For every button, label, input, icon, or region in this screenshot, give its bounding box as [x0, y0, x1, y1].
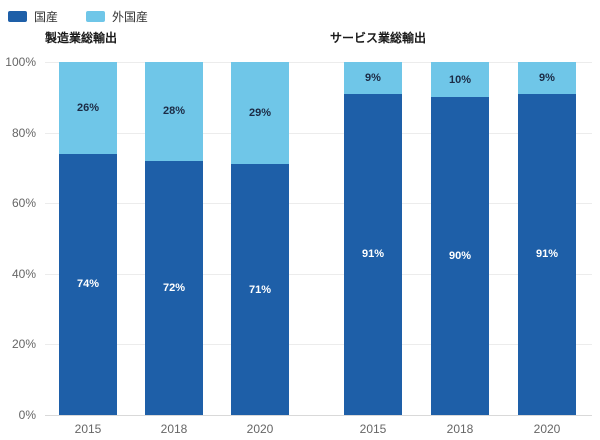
y-tick-label: 80% — [11, 125, 36, 140]
y-axis: 100% 80% 60% 40% 20% 0% — [0, 55, 38, 422]
bar-value-label: 26% — [76, 101, 100, 114]
legend-swatch-foreign — [86, 11, 106, 22]
bar-value-label: 90% — [448, 250, 472, 263]
bar-value-label: 71% — [248, 283, 272, 296]
bar-value-label: 72% — [162, 281, 186, 294]
bar-segment-domestic: 74% — [59, 153, 117, 415]
legend: 国産 外国産 — [8, 8, 148, 25]
bar-value-label: 9% — [365, 71, 381, 84]
plot: 9% 91% 10% 90% 9% 91% — [330, 62, 590, 415]
bar-value-label: 29% — [248, 107, 272, 120]
legend-swatch-domestic — [8, 11, 27, 22]
bar-value-label: 91% — [535, 248, 559, 261]
bar-2018: 28% 72% — [145, 62, 203, 415]
panel-title-services: サービス業総輸出 — [330, 31, 427, 45]
legend-item-domestic[interactable]: 国産 — [8, 8, 58, 25]
y-tick-label: 60% — [11, 196, 36, 211]
y-tick-label: 20% — [11, 337, 36, 352]
legend-label-foreign: 外国産 — [112, 10, 149, 24]
panel-services: サービス業総輸出 9% 91% 10% 90% 9% 91% 2015 2018 2020 — [330, 30, 590, 436]
y-tick-label: 100% — [5, 55, 36, 69]
gridline — [45, 273, 592, 275]
panel-manufacturing: 製造業総輸出 26% 74% 28% 72% 29% 71% 2015 2018 2020 — [45, 30, 303, 436]
bar-segment-foreign: 9% — [518, 62, 576, 94]
grid-layer — [45, 62, 592, 416]
x-tick-label: 2015 — [359, 422, 387, 436]
gridline — [45, 132, 592, 134]
bar-segment-foreign: 28% — [145, 62, 203, 161]
bar-segment-domestic: 91% — [344, 93, 402, 415]
bar-segment-foreign: 29% — [231, 62, 289, 165]
bar-segment-domestic: 90% — [431, 97, 489, 415]
bar-2015: 9% 91% — [344, 62, 402, 415]
y-tick-label: 40% — [11, 266, 36, 281]
bar-value-label: 9% — [539, 71, 555, 84]
x-axis-labels: 2015 2018 2020 — [45, 422, 303, 436]
x-tick-label: 2018 — [160, 422, 188, 436]
bar-value-label: 28% — [162, 105, 186, 118]
panel-title-manufacturing: 製造業総輸出 — [45, 31, 118, 45]
gridline — [45, 62, 592, 63]
y-tick-label: 0% — [18, 408, 36, 422]
bar-segment-domestic: 71% — [231, 164, 289, 415]
x-axis-labels: 2015 2018 2020 — [330, 422, 590, 436]
legend-item-foreign[interactable]: 外国産 — [86, 8, 148, 25]
bar-2018: 10% 90% — [431, 62, 489, 415]
bar-2020: 29% 71% — [231, 62, 289, 415]
gridline — [45, 344, 592, 346]
bar-value-label: 74% — [76, 278, 100, 291]
x-tick-label: 2020 — [533, 422, 561, 436]
bar-2015: 26% 74% — [59, 62, 117, 415]
bar-segment-foreign: 26% — [59, 62, 117, 154]
x-tick-label: 2015 — [74, 422, 102, 436]
gridline — [45, 203, 592, 205]
legend-label-domestic: 国産 — [34, 10, 59, 24]
bar-segment-foreign: 9% — [344, 62, 402, 94]
plot: 26% 74% 28% 72% 29% 71% — [45, 62, 303, 415]
bar-segment-foreign: 10% — [431, 62, 489, 98]
bar-segment-domestic: 91% — [518, 93, 576, 415]
bar-2020: 9% 91% — [518, 62, 576, 415]
x-tick-label: 2018 — [446, 422, 474, 436]
x-tick-label: 2020 — [246, 422, 274, 436]
bar-segment-domestic: 72% — [145, 160, 203, 415]
bar-value-label: 91% — [361, 248, 385, 261]
bar-value-label: 10% — [448, 73, 472, 86]
